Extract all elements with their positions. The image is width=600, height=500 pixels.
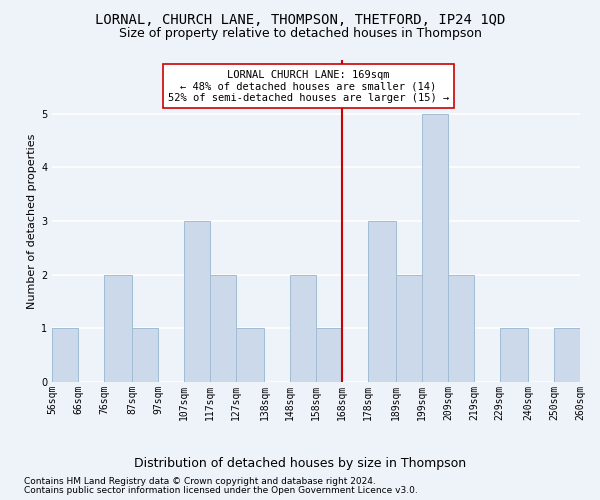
Bar [580,328,600,382]
Bar [184,221,210,382]
Bar [448,274,474,382]
Text: Distribution of detached houses by size in Thompson: Distribution of detached houses by size … [134,458,466,470]
Bar [316,328,342,382]
Bar [397,274,422,382]
Bar [500,328,528,382]
Bar [290,274,316,382]
Bar [210,274,236,382]
Bar [52,328,78,382]
Bar [422,114,448,382]
Bar [104,274,133,382]
Bar [368,221,397,382]
Bar [133,328,158,382]
Text: Size of property relative to detached houses in Thompson: Size of property relative to detached ho… [119,28,481,40]
Text: Contains HM Land Registry data © Crown copyright and database right 2024.: Contains HM Land Registry data © Crown c… [24,477,376,486]
Y-axis label: Number of detached properties: Number of detached properties [27,134,37,308]
Bar [554,328,580,382]
Bar [236,328,265,382]
Text: LORNAL, CHURCH LANE, THOMPSON, THETFORD, IP24 1QD: LORNAL, CHURCH LANE, THOMPSON, THETFORD,… [95,12,505,26]
Text: LORNAL CHURCH LANE: 169sqm
← 48% of detached houses are smaller (14)
52% of semi: LORNAL CHURCH LANE: 169sqm ← 48% of deta… [168,70,449,103]
Text: Contains public sector information licensed under the Open Government Licence v3: Contains public sector information licen… [24,486,418,495]
